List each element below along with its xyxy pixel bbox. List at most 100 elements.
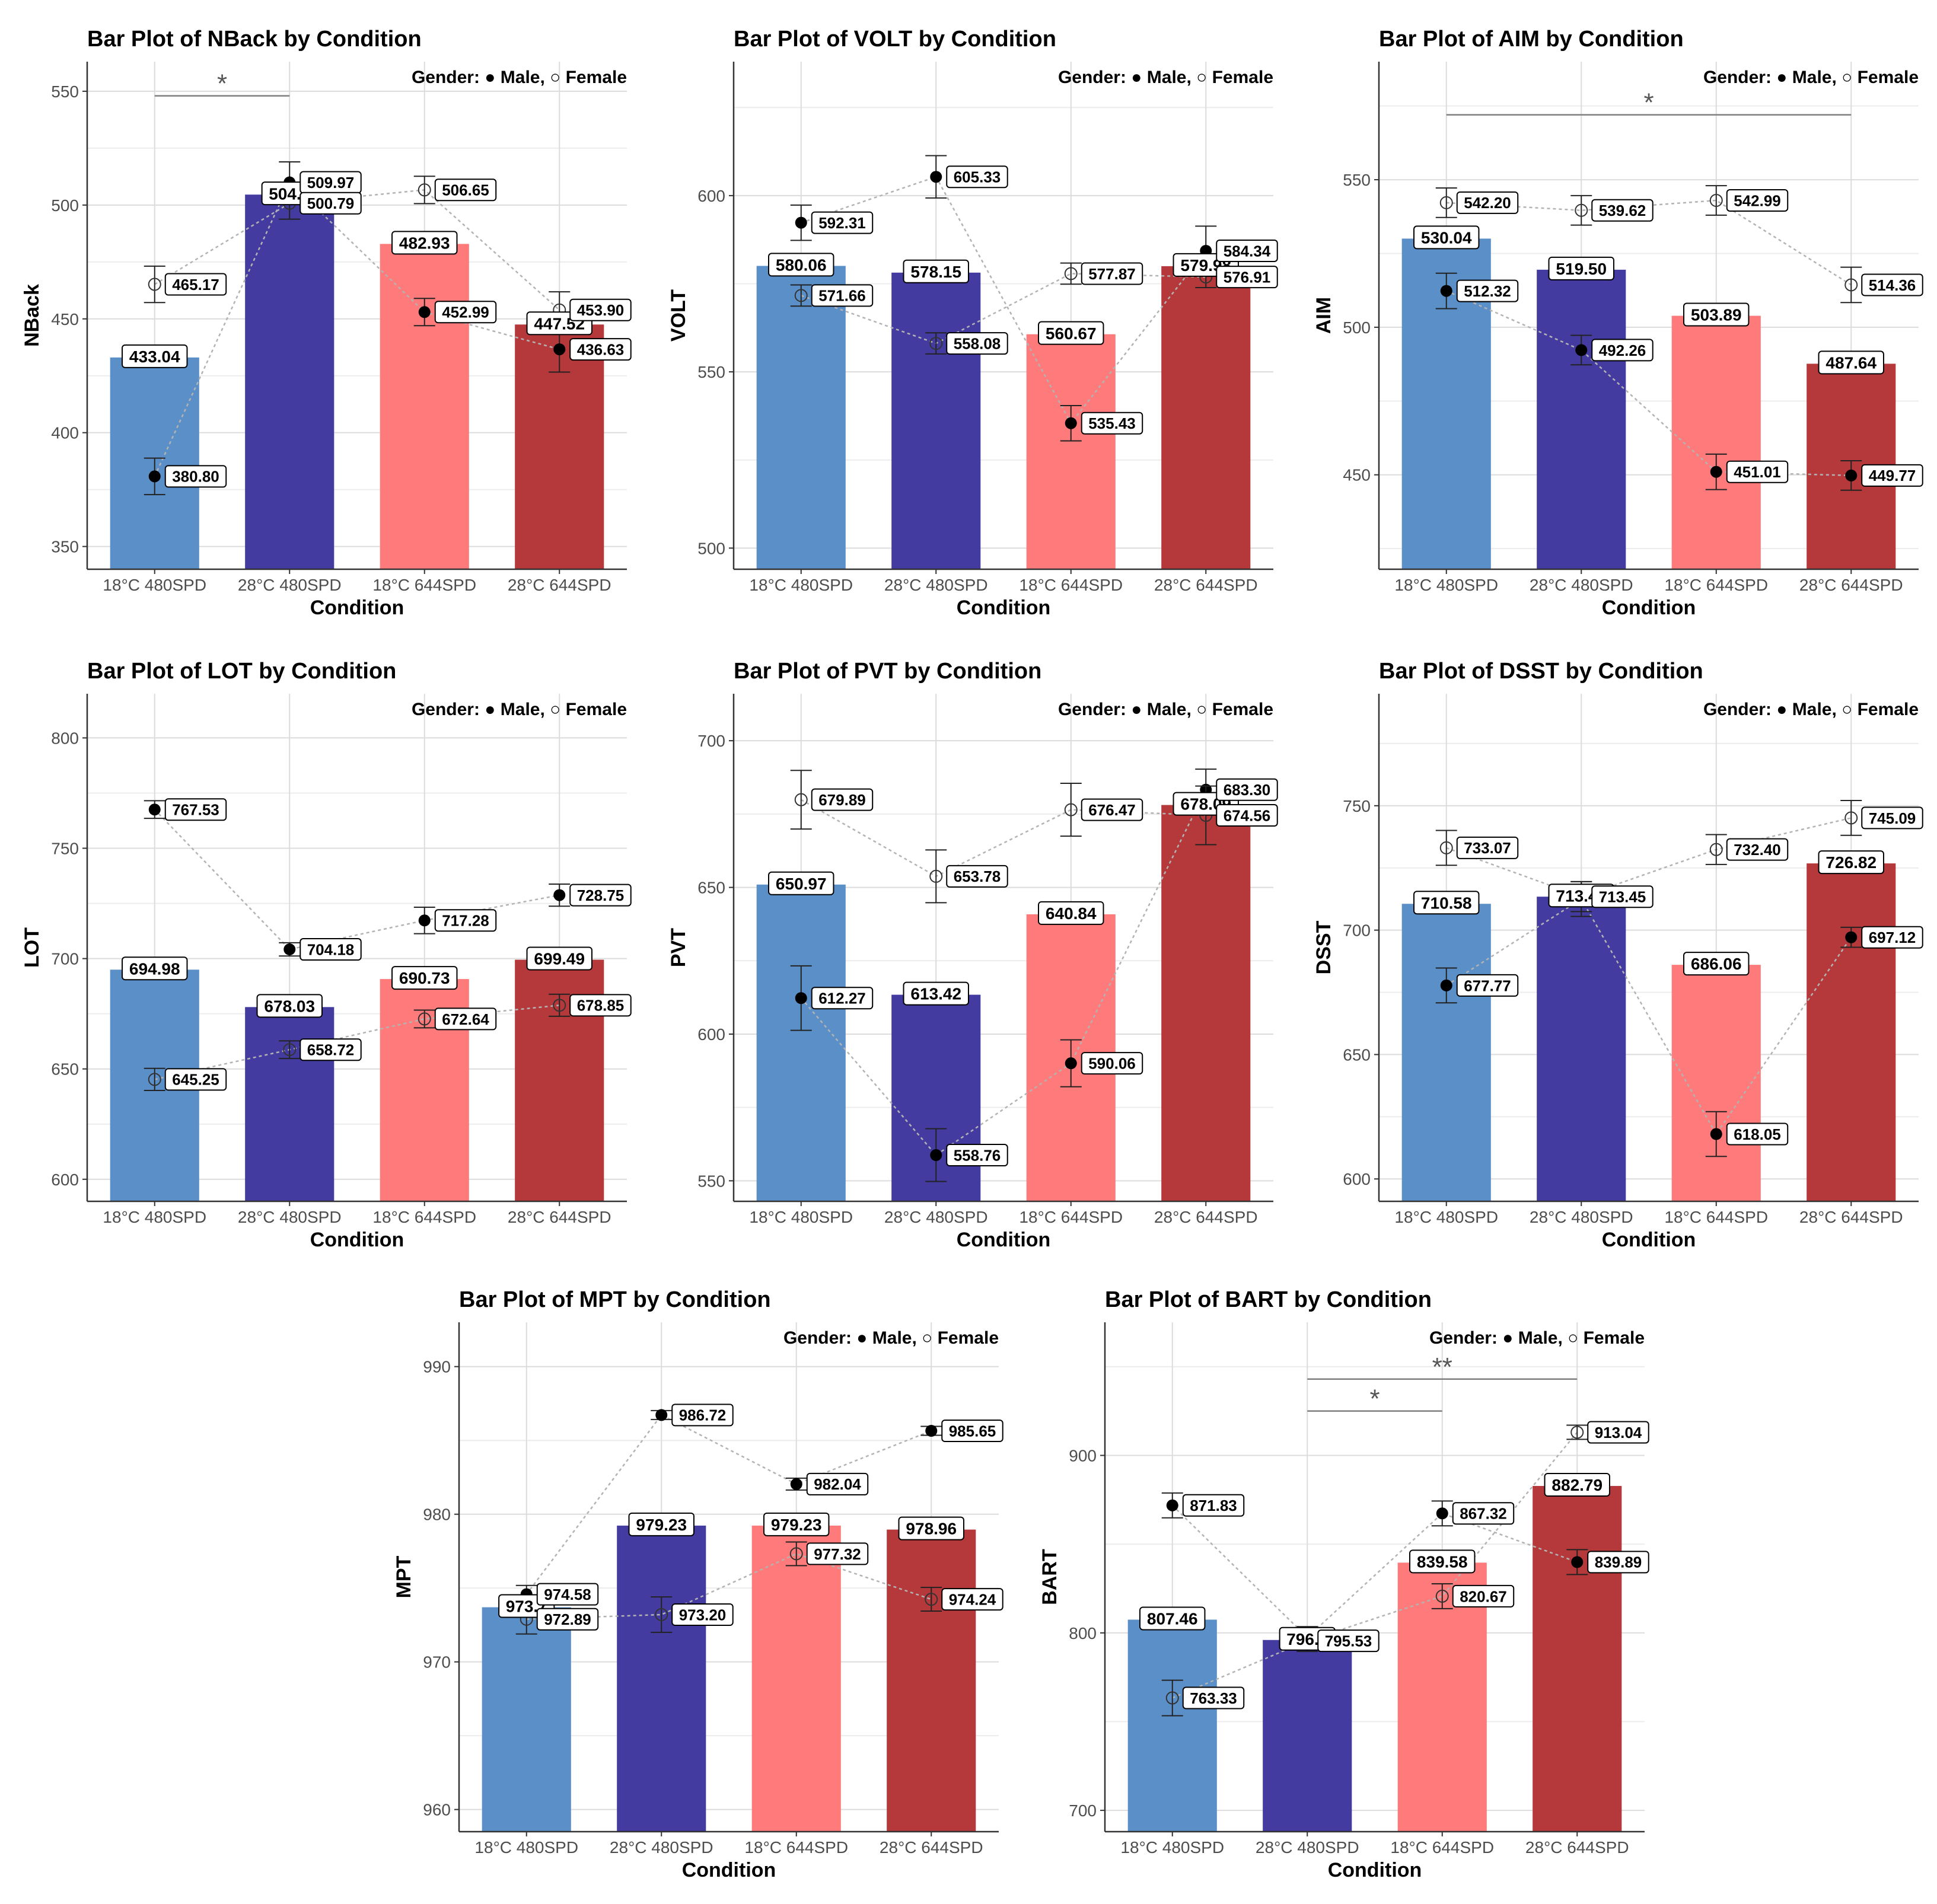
male-point [930, 1149, 942, 1162]
male-point-label-box [671, 1404, 734, 1427]
female-point [1439, 196, 1453, 209]
y-tick-label: 450 [1343, 466, 1371, 484]
bar-value-label: 839.58 [1417, 1552, 1468, 1571]
female-point-label-box [806, 1542, 869, 1565]
legend-symbol: ○ [1842, 68, 1857, 87]
bar-value-label: 690.73 [399, 969, 450, 987]
chart-title: Bar Plot of DSST by Condition [1379, 659, 1703, 684]
male-point-label: 558.76 [954, 1146, 1001, 1164]
female-point-label-box [1591, 199, 1654, 222]
female-point-label: 465.17 [172, 276, 219, 294]
male-point-label-box [1081, 412, 1143, 435]
bar-1 [1127, 1619, 1217, 1832]
female-point-label-box [1081, 798, 1143, 821]
x-tick-label: 28°C 644SPD [880, 1838, 983, 1857]
bar-2 [245, 194, 334, 569]
chart-panel: 530.04 519.50 503.89 487.64 512.32 492.26 451.… [1312, 27, 1923, 619]
bar-value-label: 710.58 [1421, 894, 1472, 912]
x-tick-label: 18°C 480SPD [474, 1838, 578, 1857]
legend-female: Female [566, 68, 627, 87]
y-tick-label: 990 [423, 1358, 451, 1376]
bar-value-label-box [391, 966, 458, 990]
female-point-label-box [536, 1608, 599, 1631]
female-point-label: 679.89 [818, 791, 866, 809]
chart-panel: 694.98 678.03 690.73 699.49 767.53 704.18 717.… [21, 659, 632, 1251]
female-point [148, 1073, 161, 1086]
bar-value-label-box [1683, 302, 1750, 327]
legend-symbol: ● [1502, 1328, 1518, 1348]
y-tick-label: 750 [1343, 797, 1371, 815]
significance-marker: * [217, 69, 227, 98]
legend-male: Male, [1147, 68, 1196, 87]
male-point-label: 767.53 [172, 801, 219, 819]
x-tick-label: 18°C 480SPD [103, 1208, 206, 1226]
female-point-label: 733.07 [1464, 839, 1511, 857]
y-axis-title: VOLT [667, 289, 690, 342]
chart-panel: 580.06 578.15560.67579.98592.31605.33535.… [667, 27, 1278, 619]
x-tick-label: 28°C 480SPD [1530, 576, 1633, 594]
chart-title: Bar Plot of NBack by Condition [87, 27, 422, 52]
male-point-label: 590.06 [1088, 1055, 1136, 1073]
bar-value-label-box [763, 1512, 830, 1536]
female-point-label-box [1456, 191, 1519, 214]
male-point-label: 697.12 [1869, 929, 1916, 946]
bar-3 [751, 1525, 841, 1832]
x-tick-label: 18°C 480SPD [1120, 1838, 1224, 1857]
chart-panel: 710.58 713.45 686.06 726.82 677.77 618.05 697.… [1312, 659, 1923, 1251]
legend-prefix: Gender: [1703, 68, 1776, 87]
legend: Gender: ● Male, ○ Female [412, 700, 627, 719]
x-tick-label: 28°C 480SPD [1256, 1838, 1359, 1857]
y-tick-label: 650 [51, 1060, 79, 1079]
male-trend-line [801, 176, 1207, 425]
x-tick-label: 18°C 644SPD [372, 576, 476, 594]
legend-female: Female [938, 1328, 999, 1348]
bar-value-label: 580.06 [776, 256, 827, 275]
bar-4 [1533, 1485, 1622, 1832]
bar-value-label: 519.50 [1556, 260, 1607, 278]
female-point-label-box [1726, 838, 1789, 861]
male-point-label: 592.31 [818, 214, 866, 232]
legend-male: Male, [501, 700, 550, 719]
male-trend-line [800, 789, 1207, 1156]
bar-value-label: 560.67 [1046, 324, 1097, 343]
bar-value-label-box [1683, 952, 1750, 976]
female-point-label-box [1452, 1584, 1515, 1608]
female-point-label-box [811, 788, 874, 811]
bar-value-label: 578.15 [910, 263, 961, 281]
significance-marker: ** [1432, 1353, 1452, 1382]
x-axis-title: Condition [310, 1229, 404, 1251]
x-axis-title: Condition [957, 1229, 1051, 1251]
bar-2 [617, 1525, 706, 1832]
x-axis-title: Condition [957, 597, 1051, 619]
female-point-label-box [434, 178, 497, 202]
legend-prefix: Gender: [1058, 700, 1131, 719]
legend-symbol: ○ [922, 1328, 937, 1348]
bar-value-label: 978.96 [906, 1520, 957, 1538]
male-point-label-box [164, 798, 227, 821]
female-point-label-box [1216, 266, 1278, 289]
x-tick-label: 28°C 644SPD [1799, 576, 1903, 594]
bar-4 [1807, 863, 1896, 1201]
male-point [795, 992, 807, 1004]
female-point-label-box [1216, 804, 1278, 827]
y-tick-label: 650 [1343, 1045, 1371, 1064]
bar-3 [380, 244, 469, 570]
x-tick-label: 28°C 644SPD [1154, 576, 1258, 594]
bar-value-label: 503.89 [1691, 306, 1742, 324]
x-tick-label: 18°C 480SPD [749, 1208, 853, 1226]
male-point-label: 449.77 [1869, 467, 1916, 484]
x-tick-label: 28°C 644SPD [1799, 1208, 1903, 1226]
female-point [1575, 203, 1588, 217]
y-axis-title: LOT [21, 927, 43, 968]
y-tick-label: 600 [697, 187, 725, 205]
y-tick-label: 700 [51, 950, 79, 968]
bar-value-label: 433.04 [129, 347, 180, 366]
y-tick-label: 550 [51, 82, 79, 101]
male-point [1166, 1499, 1178, 1511]
legend-male: Male, [1518, 1328, 1568, 1348]
female-point-label: 913.04 [1595, 1424, 1642, 1441]
legend-male: Male, [1792, 68, 1842, 87]
male-point-label-box [941, 1420, 1003, 1443]
legend-symbol: ● [1131, 68, 1146, 87]
female-point [418, 1012, 431, 1026]
